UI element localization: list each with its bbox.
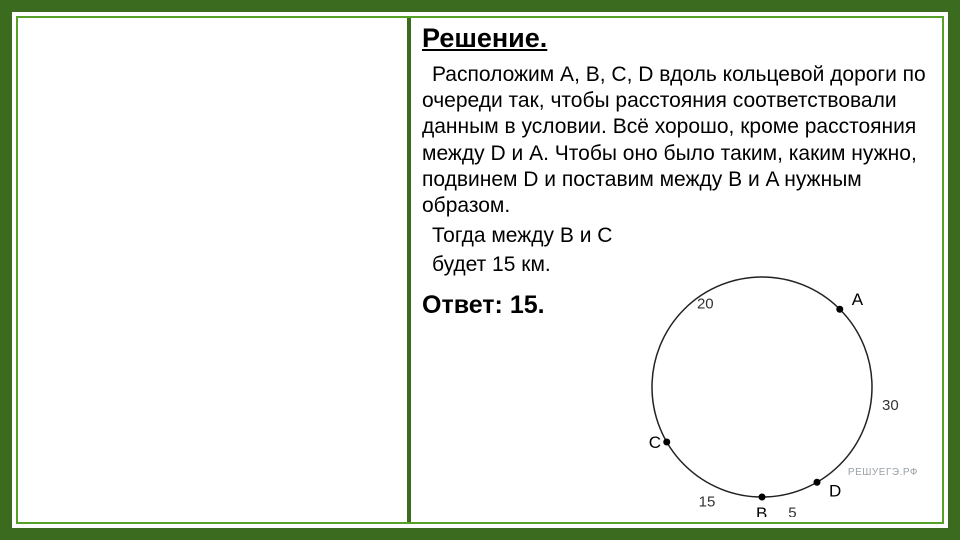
circle-diagram: A C B D 20 15 5 30 xyxy=(592,257,932,517)
solution-title: Решение. xyxy=(422,22,928,56)
svg-text:15: 15 xyxy=(699,493,716,510)
svg-text:30: 30 xyxy=(882,397,899,414)
svg-text:5: 5 xyxy=(788,504,796,517)
svg-text:B: B xyxy=(756,504,767,517)
watermark-text: РЕШУЕГЭ.РФ xyxy=(848,467,918,478)
svg-text:D: D xyxy=(829,481,841,500)
vertical-divider xyxy=(407,18,411,522)
paragraph-2: Тогда между B и C xyxy=(422,223,928,249)
paragraph-1: Расположим A, B, C, D вдоль кольцевой до… xyxy=(422,62,928,220)
svg-text:A: A xyxy=(852,290,864,309)
slide-frame: Решение. Расположим A, B, C, D вдоль кол… xyxy=(0,0,960,540)
svg-text:C: C xyxy=(649,433,661,452)
svg-text:20: 20 xyxy=(697,296,714,313)
